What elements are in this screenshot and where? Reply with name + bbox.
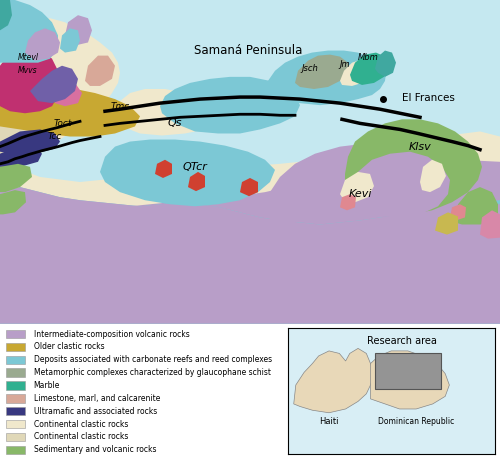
Text: Dominican Republic: Dominican Republic: [378, 417, 454, 426]
Polygon shape: [270, 144, 500, 243]
Text: Mvvs: Mvvs: [18, 66, 38, 75]
Text: El Frances: El Frances: [402, 93, 455, 103]
FancyBboxPatch shape: [6, 343, 25, 351]
FancyBboxPatch shape: [6, 369, 25, 377]
Text: Toct: Toct: [54, 119, 72, 128]
Polygon shape: [340, 172, 374, 202]
Polygon shape: [350, 151, 450, 218]
FancyBboxPatch shape: [6, 420, 25, 428]
Polygon shape: [85, 56, 115, 86]
Polygon shape: [65, 15, 92, 45]
Text: Haiti: Haiti: [320, 417, 339, 426]
Polygon shape: [115, 89, 225, 135]
Polygon shape: [375, 50, 396, 77]
Polygon shape: [0, 93, 45, 157]
Text: Limestone, marl, and calcarenite: Limestone, marl, and calcarenite: [34, 394, 160, 403]
Text: Tmc: Tmc: [110, 102, 130, 111]
Polygon shape: [0, 86, 140, 136]
Text: QTcr: QTcr: [182, 162, 208, 172]
Text: Older clastic rocks: Older clastic rocks: [34, 342, 104, 352]
FancyBboxPatch shape: [6, 394, 25, 403]
Polygon shape: [0, 45, 60, 113]
Polygon shape: [0, 0, 12, 30]
Polygon shape: [0, 190, 26, 214]
Text: Deposits associated with carbonate reefs and reed complexes: Deposits associated with carbonate reefs…: [34, 355, 272, 364]
Polygon shape: [0, 160, 500, 324]
Text: Tcc: Tcc: [48, 132, 62, 141]
Polygon shape: [240, 178, 258, 196]
Polygon shape: [188, 172, 205, 191]
Text: Sedimentary and volcanic rocks: Sedimentary and volcanic rocks: [34, 445, 156, 454]
FancyBboxPatch shape: [6, 330, 25, 338]
Polygon shape: [0, 129, 60, 154]
FancyBboxPatch shape: [6, 433, 25, 441]
Text: Kevi: Kevi: [348, 189, 372, 199]
FancyBboxPatch shape: [6, 381, 25, 390]
Text: Intermediate-composition volcanic rocks: Intermediate-composition volcanic rocks: [34, 330, 190, 339]
Text: Klsv: Klsv: [408, 142, 432, 151]
Text: Samaná Peninsula: Samaná Peninsula: [194, 44, 302, 57]
Polygon shape: [0, 0, 58, 63]
Text: Qs: Qs: [168, 118, 182, 129]
Text: Mtevl: Mtevl: [18, 53, 38, 62]
Polygon shape: [60, 28, 80, 53]
Polygon shape: [55, 81, 82, 106]
Text: Ultramafic and associated rocks: Ultramafic and associated rocks: [34, 407, 157, 416]
Polygon shape: [340, 194, 356, 210]
Polygon shape: [25, 28, 60, 61]
Polygon shape: [345, 119, 482, 214]
Text: Research area: Research area: [366, 336, 436, 346]
Polygon shape: [420, 160, 446, 192]
Text: Continental clastic rocks: Continental clastic rocks: [34, 432, 128, 442]
FancyBboxPatch shape: [6, 407, 25, 415]
Polygon shape: [0, 131, 500, 324]
Polygon shape: [370, 351, 450, 409]
Polygon shape: [455, 187, 498, 224]
FancyBboxPatch shape: [6, 446, 25, 454]
Polygon shape: [0, 164, 32, 192]
Polygon shape: [0, 146, 42, 167]
Text: Mbm: Mbm: [358, 53, 378, 62]
Text: Jsch: Jsch: [302, 64, 318, 73]
Polygon shape: [350, 53, 388, 85]
Polygon shape: [0, 187, 500, 324]
Polygon shape: [155, 160, 172, 178]
Polygon shape: [0, 0, 500, 324]
Polygon shape: [100, 140, 275, 206]
Polygon shape: [480, 210, 500, 239]
Text: Metamorphic complexes characterized by glaucophane schist: Metamorphic complexes characterized by g…: [34, 368, 270, 377]
Bar: [374, 353, 441, 389]
Polygon shape: [295, 55, 348, 89]
Polygon shape: [435, 213, 458, 235]
Polygon shape: [265, 50, 386, 105]
FancyBboxPatch shape: [6, 356, 25, 364]
Polygon shape: [0, 187, 500, 324]
Polygon shape: [0, 18, 120, 167]
Text: Marble: Marble: [34, 381, 60, 390]
Polygon shape: [450, 204, 466, 220]
Polygon shape: [160, 77, 300, 134]
Text: Continental clastic rocks: Continental clastic rocks: [34, 420, 128, 429]
Polygon shape: [340, 61, 368, 86]
Polygon shape: [30, 66, 78, 103]
Text: Jm: Jm: [340, 60, 350, 69]
Polygon shape: [294, 348, 374, 413]
